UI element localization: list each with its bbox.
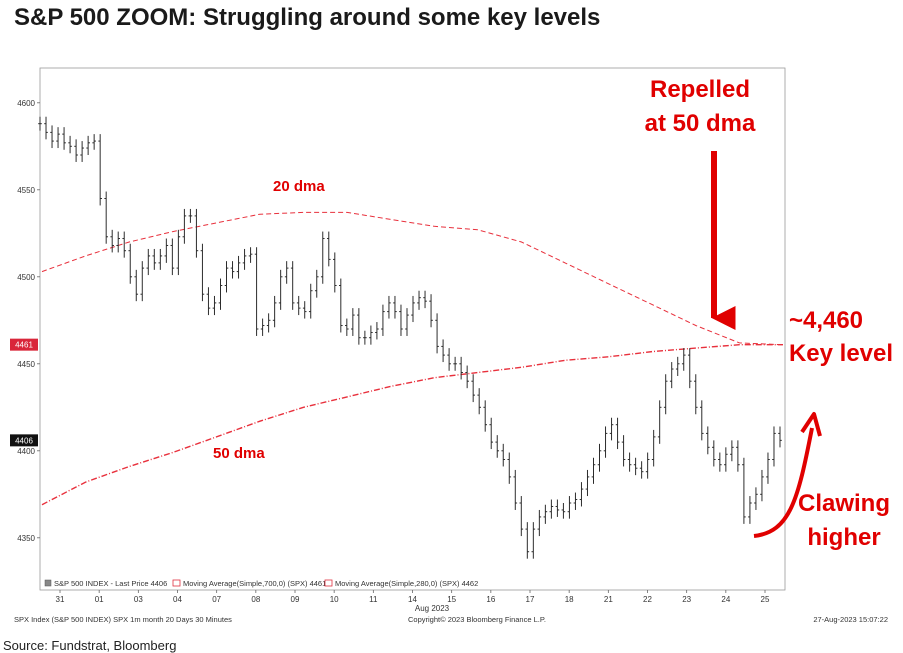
label-20dma: 20 dma: [273, 178, 325, 195]
source-note: Source: Fundstrat, Bloomberg: [3, 638, 177, 653]
annotation-repelled-line2: at 50 dma: [645, 110, 756, 137]
y-tick-label: 4500: [17, 273, 35, 282]
label-50dma: 50 dma: [213, 445, 265, 462]
x-tick-label: 22: [643, 595, 652, 604]
clawing-arrow: [753, 427, 814, 538]
price-bars: [38, 116, 782, 559]
moving-average-lines: [41, 211, 784, 506]
x-tick-label: 18: [565, 595, 574, 604]
x-tick-label: 31: [56, 595, 65, 604]
x-tick-label: 09: [291, 595, 300, 604]
y-axis: 4350 4400 4450 4500 4550 4600: [17, 99, 40, 543]
plot-frame: [39, 67, 786, 591]
x-axis: 31 01 03 04 07 08 09 10 11 14 15 16 17 18 21 22 23 24 25 Au…: [56, 590, 770, 613]
annotation-clawing-line2: higher: [807, 524, 880, 551]
x-tick-label: 15: [447, 595, 456, 604]
y-tick-label: 4600: [17, 99, 35, 108]
ma-line: [41, 211, 784, 346]
x-tick-label: 01: [95, 595, 104, 604]
ma-line: [41, 344, 783, 506]
y-tick-label: 4400: [17, 447, 35, 456]
x-tick-label: 08: [251, 595, 260, 604]
legend-ma-280: Moving Average(Simple,280,0) (SPX) 4462: [335, 579, 478, 588]
x-tick-label: 24: [721, 595, 730, 604]
x-tick-label: 23: [682, 595, 691, 604]
annotation-key-level-line1: ~4,460: [789, 307, 863, 334]
clawing-arrowhead-icon: [800, 412, 822, 437]
x-month-label: Aug 2023: [415, 604, 450, 613]
price-tag-label: 4406: [15, 436, 33, 445]
legend: S&P 500 INDEX - Last Price 4406 Moving A…: [44, 579, 478, 588]
footer-left: SPX Index (S&P 500 INDEX) SPX 1m month 2…: [14, 615, 232, 624]
price-tag: [10, 434, 38, 447]
x-tick-label: 07: [212, 595, 221, 604]
x-tick-label: 11: [369, 595, 378, 604]
y-tick-label: 4350: [17, 534, 35, 543]
annotation-repelled-line1: Repelled: [650, 76, 750, 103]
footer-right: 27-Aug-2023 15:07:22: [813, 615, 888, 624]
x-tick-label: 04: [173, 595, 182, 604]
price-tag: [10, 338, 38, 351]
y-tick-label: 4550: [17, 186, 35, 195]
x-tick-label: 21: [604, 595, 613, 604]
legend-spx: S&P 500 INDEX - Last Price 4406: [54, 579, 167, 588]
price-tag-label: 4461: [15, 341, 33, 350]
x-tick-label: 14: [408, 595, 417, 604]
legend-ma-700: Moving Average(Simple,700,0) (SPX) 4461: [183, 579, 326, 588]
annotation-clawing-line1: Clawing: [798, 490, 890, 517]
x-tick-label: 10: [330, 595, 339, 604]
x-tick-label: 03: [134, 595, 143, 604]
annotation-key-level-line2: Key level: [789, 340, 893, 367]
x-tick-label: 17: [526, 595, 535, 604]
price-tags: 4461 4406: [10, 338, 38, 447]
footer-center: Copyright© 2023 Bloomberg Finance L.P.: [408, 615, 546, 624]
page-title: S&P 500 ZOOM: Struggling around some key…: [14, 4, 601, 31]
y-tick-label: 4450: [17, 360, 35, 369]
x-tick-label: 16: [486, 595, 495, 604]
x-tick-label: 25: [761, 595, 770, 604]
